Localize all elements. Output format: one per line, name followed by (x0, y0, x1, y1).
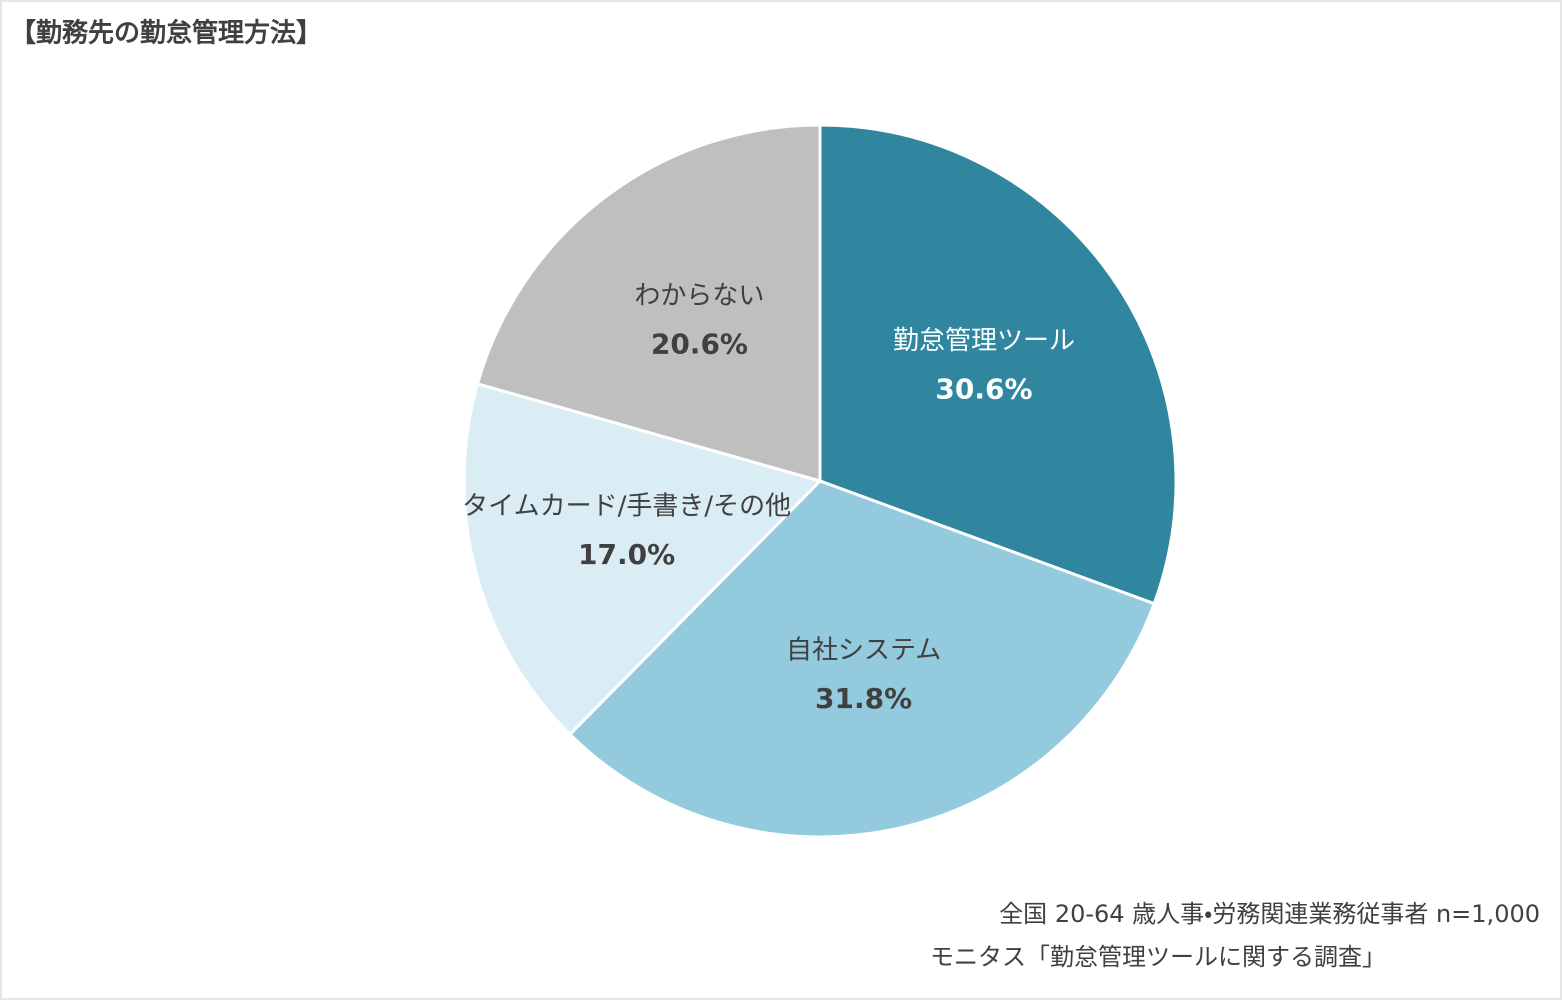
slice-label: 勤怠管理ツール (893, 326, 1075, 356)
slice-label: 自社システム (786, 636, 941, 666)
slices (462, 123, 1178, 839)
labels: 勤怠管理ツール 30.6% 自社システム 31.8% タイムカード/手書き/その他 17.… (462, 281, 1075, 715)
slice (462, 381, 823, 737)
value-label: 31.8% (815, 682, 912, 715)
value-label: 17.0% (578, 538, 675, 571)
slice-label: わからない (634, 281, 764, 311)
slice-label: タイムカード/手書き/その他 (462, 491, 791, 521)
note: 全国 20-64 歳人事・労務関連業務従事者 n=1,000 (999, 900, 1540, 928)
slice (818, 123, 1178, 606)
value-label: 30.6% (935, 373, 1032, 406)
value-label: 20.6% (651, 327, 748, 360)
slice (567, 479, 1157, 839)
chart-title: 【勤務先の勤怠管理方法】 (10, 18, 322, 49)
note: モニタス「勤怠管理ツールに関する調査」 (930, 943, 1386, 971)
slice (475, 123, 822, 483)
